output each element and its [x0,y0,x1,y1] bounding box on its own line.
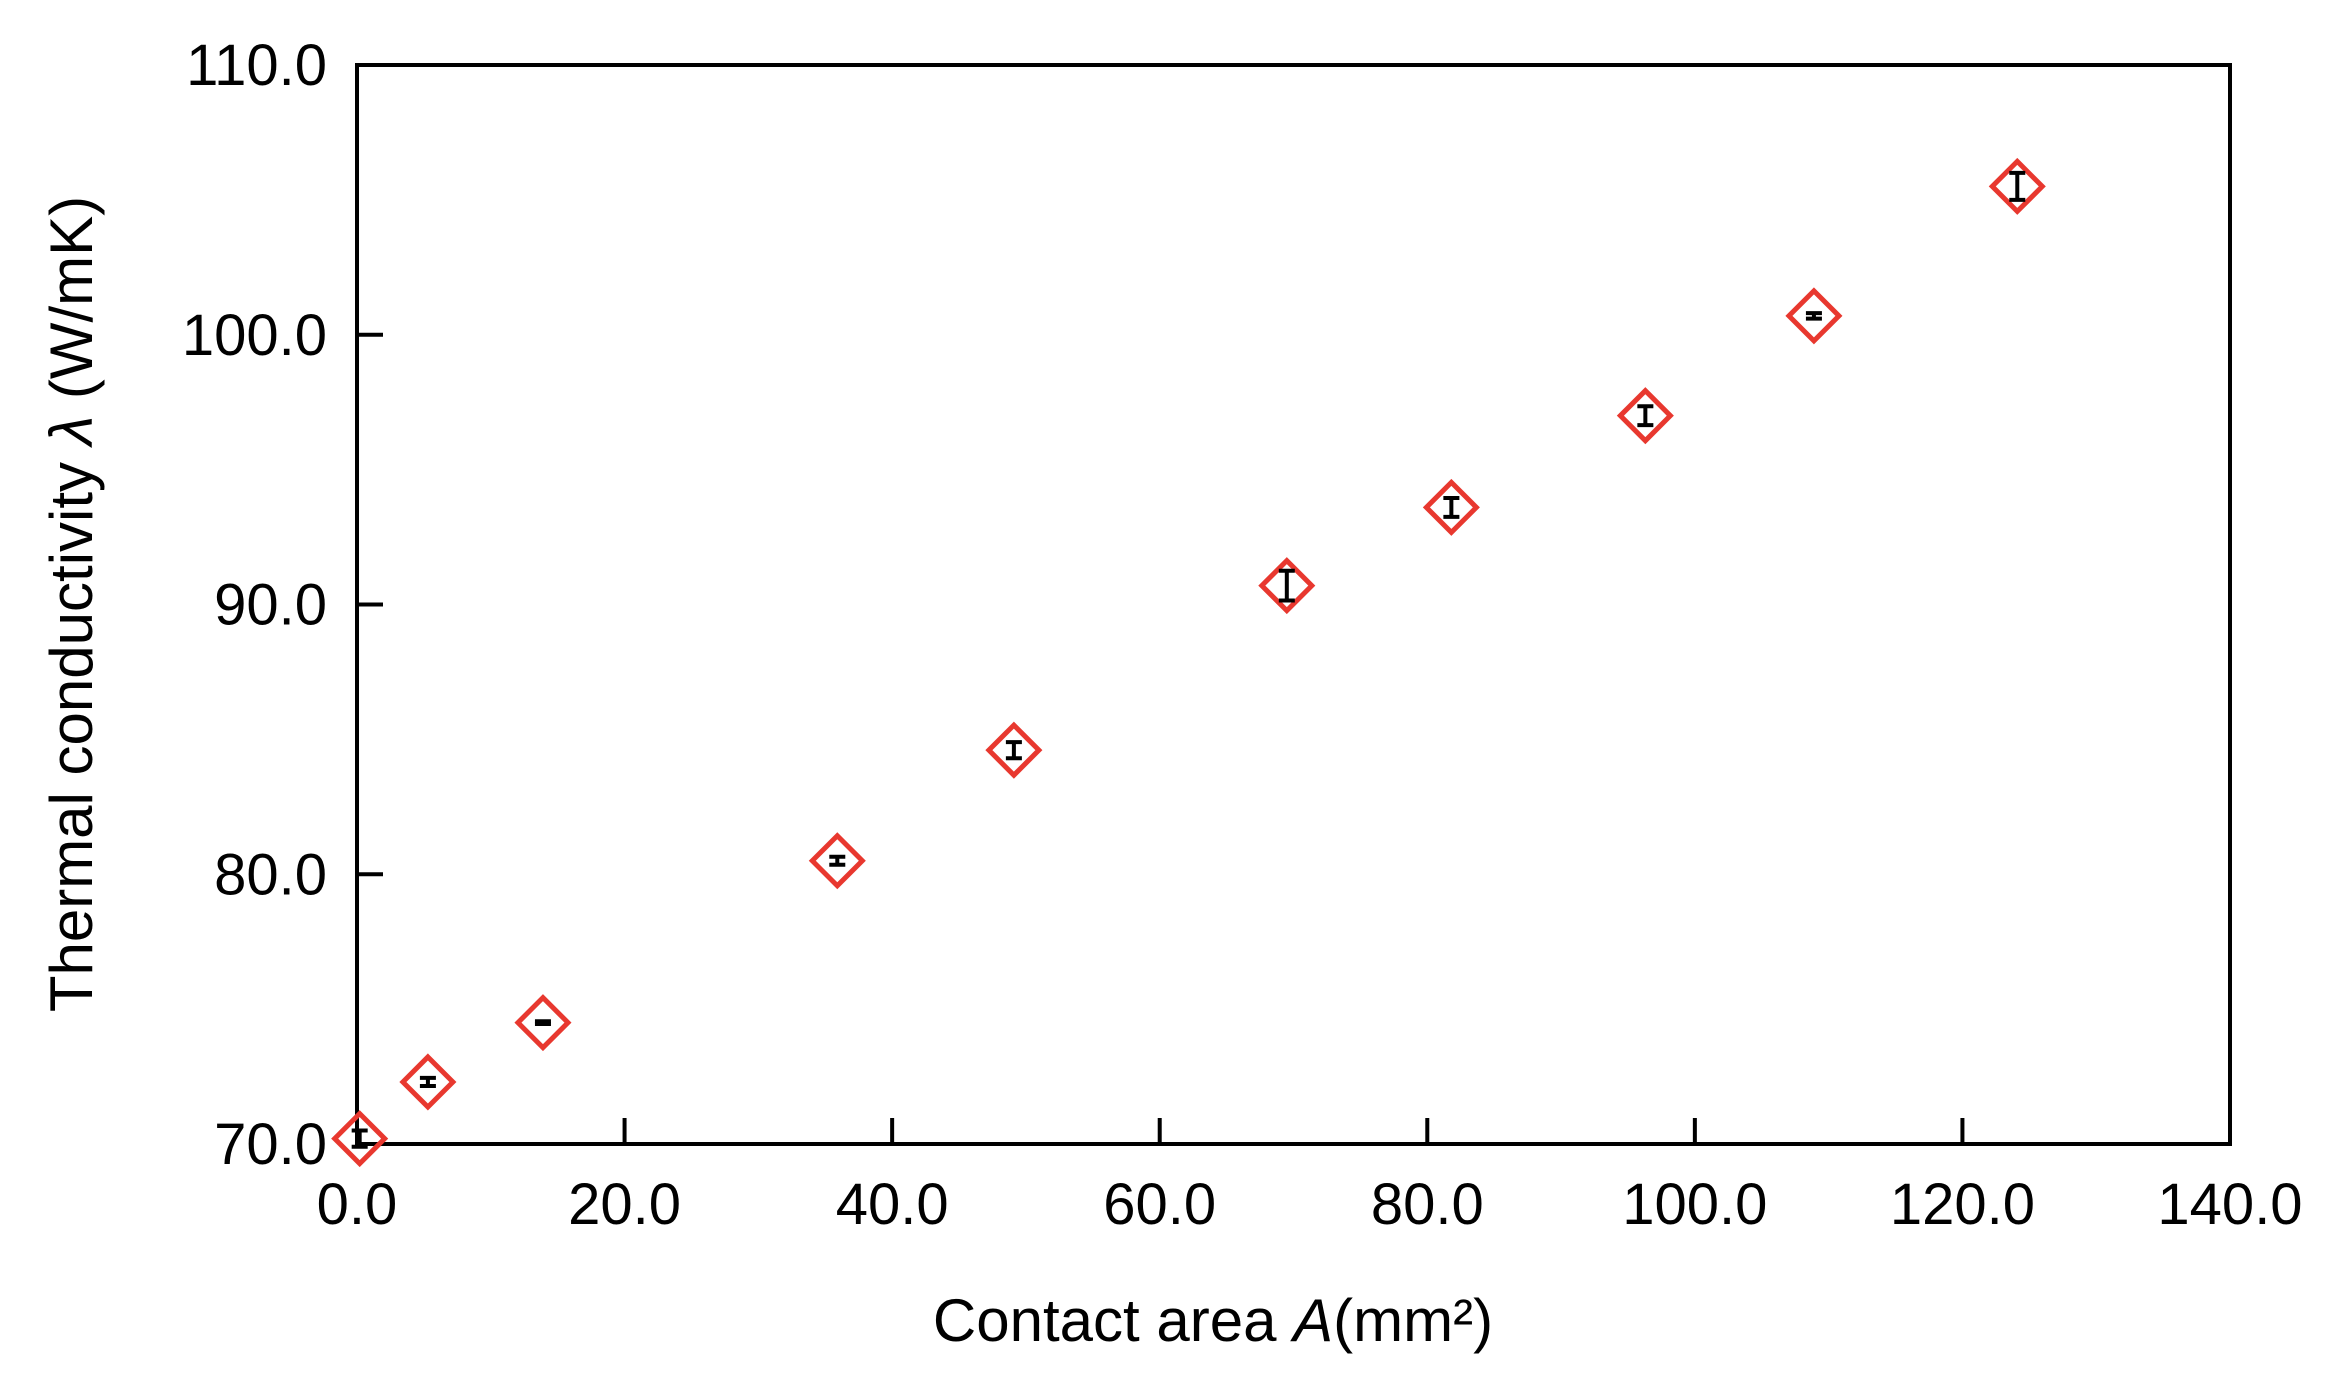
x-axis-label: Contact area A(mm²) [933,1287,1493,1354]
data-point [399,1053,457,1111]
data-point [331,1110,389,1168]
x-tick-label: 140.0 [2157,1172,2302,1237]
data-point [1988,157,2046,215]
x-tick-label: 80.0 [1371,1172,1484,1237]
data-point [1785,287,1843,345]
y-tick-label: 70.0 [214,1112,327,1177]
data-points [331,157,2046,1168]
y-tick-label: 110.0 [186,33,327,98]
data-point [1616,387,1674,445]
data-point [1422,478,1480,536]
x-tick-label: 20.0 [568,1172,681,1237]
x-tick-label: 60.0 [1103,1172,1216,1237]
data-point [1258,557,1316,615]
data-point [985,721,1043,779]
y-tick-label: 80.0 [214,842,327,907]
data-point [808,832,866,890]
x-tick-label: 40.0 [836,1172,949,1237]
y-tick-label: 90.0 [214,573,327,638]
y-tick-label: 100.0 [182,303,327,368]
y-axis-label: Thermal conductivity λ (W/mK) [38,196,105,1012]
data-point [514,994,572,1052]
x-tick-label: 100.0 [1622,1172,1767,1237]
x-tick-label: 120.0 [1890,1172,2035,1237]
x-axis: 0.0 20.0 40.0 60.0 80.0 100.0 120.0 140.0 [317,1118,2303,1237]
y-axis: 70.0 80.0 90.0 100.0 110.0 [182,33,383,1177]
x-tick-label: 0.0 [317,1172,398,1237]
